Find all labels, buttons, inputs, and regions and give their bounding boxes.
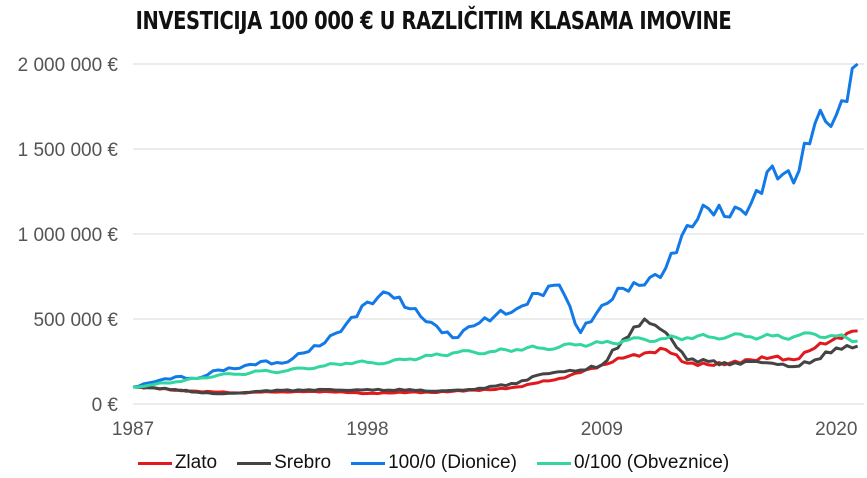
series-line-1 — [132, 317, 859, 396]
legend-swatch — [536, 461, 571, 465]
chart-title: INVESTICIJA 100 000 € U RAZLIČITIM KLASA… — [135, 6, 732, 35]
legend-label: 0/100 (Obveznice) — [573, 452, 730, 473]
y-tick-label: 1 000 000 € — [18, 225, 119, 246]
legend-swatch — [237, 461, 272, 465]
legend-label: Zlato — [174, 452, 218, 473]
legend-item: Zlato — [137, 452, 218, 474]
legend-item: 0/100 (Obveznice) — [536, 452, 730, 474]
y-tick-label: 1 500 000 € — [18, 140, 119, 161]
y-tick-label: 0 € — [92, 395, 119, 416]
legend: Zlato Srebro 100/0 (Dionice) 0/100 (Obvezni… — [0, 452, 867, 474]
legend-label: 100/0 (Dionice) — [388, 452, 517, 473]
x-tick-label: 1987 — [112, 419, 154, 440]
legend-label: Srebro — [274, 452, 332, 473]
legend-item: Srebro — [237, 452, 331, 474]
x-tick-label: 2009 — [581, 419, 623, 440]
legend-swatch — [351, 461, 386, 465]
series-line-3 — [132, 331, 858, 389]
legend-swatch — [137, 461, 172, 465]
y-tick-label: 500 000 € — [33, 310, 118, 331]
series-line-2 — [132, 62, 859, 389]
x-tick-label: 1998 — [346, 419, 388, 440]
legend-item: 100/0 (Dionice) — [351, 452, 517, 474]
y-tick-label: 2 000 000 € — [18, 55, 119, 76]
x-tick-label: 2020 — [815, 419, 857, 440]
